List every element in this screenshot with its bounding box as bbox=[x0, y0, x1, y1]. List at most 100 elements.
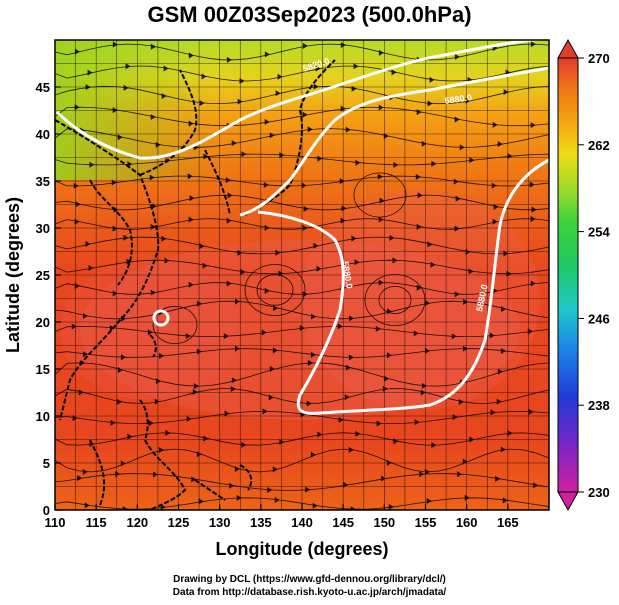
streamline-arrow bbox=[83, 312, 89, 319]
streamline-arrow bbox=[161, 235, 167, 242]
streamline-arrow bbox=[275, 90, 281, 97]
streamline-arrow bbox=[307, 126, 313, 133]
streamline-arrow bbox=[150, 114, 156, 121]
credit-line-2: Data from http://database.rish.kyoto-u.a… bbox=[172, 587, 447, 598]
streamline-arrow bbox=[463, 298, 469, 305]
streamline-arrow bbox=[317, 155, 323, 162]
streamline-arrow bbox=[527, 328, 533, 335]
streamline-arrow bbox=[389, 234, 395, 241]
streamline-arrow bbox=[391, 69, 397, 76]
streamline-arrow bbox=[74, 218, 80, 225]
streamline-arrow bbox=[239, 78, 245, 85]
streamline-arrow bbox=[223, 333, 229, 340]
streamline-arrow bbox=[500, 446, 506, 453]
streamline-arrow bbox=[122, 506, 128, 510]
streamline-arrow bbox=[492, 287, 498, 294]
streamline-arrow bbox=[149, 174, 155, 181]
streamline-arrow bbox=[187, 173, 193, 180]
streamline-arrow bbox=[110, 419, 116, 426]
streamline bbox=[55, 448, 549, 473]
streamline bbox=[55, 348, 549, 358]
streamline bbox=[55, 325, 549, 338]
streamline-arrow bbox=[303, 205, 309, 212]
colorbar-bottom-arrow bbox=[557, 491, 579, 512]
streamline-arrow bbox=[313, 83, 319, 90]
streamline-arrow bbox=[84, 502, 90, 509]
credits: Drawing by DCL (https://www.gfd-dennou.o… bbox=[0, 573, 619, 599]
streamline-arrow bbox=[424, 468, 430, 475]
streamline-arrow bbox=[454, 116, 460, 123]
streamline-arrow bbox=[158, 447, 164, 454]
streamline-arrow bbox=[312, 502, 318, 509]
streamline-arrow bbox=[160, 504, 166, 510]
circulation-loop bbox=[152, 305, 198, 345]
streamline-arrow bbox=[424, 347, 430, 354]
streamline-arrow bbox=[392, 257, 398, 264]
streamline-arrow bbox=[234, 345, 240, 352]
streamline-arrow bbox=[317, 431, 323, 438]
streamline-arrow bbox=[85, 240, 91, 247]
streamline-arrow bbox=[264, 287, 270, 294]
y-tick-label: 45 bbox=[36, 80, 50, 95]
streamline-arrow bbox=[454, 53, 460, 60]
streamline-arrow bbox=[123, 84, 129, 91]
streamline-arrow bbox=[381, 475, 387, 482]
colorbar-tick-label: 246 bbox=[588, 311, 610, 326]
y-tick-label: 25 bbox=[36, 268, 50, 283]
streamline-arrow bbox=[120, 354, 126, 361]
streamline-arrow bbox=[196, 348, 202, 355]
streamline-arrow bbox=[226, 280, 232, 287]
streamline bbox=[55, 175, 549, 187]
streamline-arrow bbox=[469, 157, 475, 164]
streamline-arrow bbox=[155, 141, 161, 148]
contour-label-3: 5880.0 bbox=[340, 261, 355, 290]
streamline-arrow bbox=[338, 416, 344, 423]
streamline-arrow bbox=[126, 258, 132, 265]
streamline-arrow bbox=[528, 408, 534, 415]
grid bbox=[55, 40, 549, 510]
streamline-arrow bbox=[462, 345, 468, 352]
streamline-arrow bbox=[387, 308, 393, 315]
streamline-arrow bbox=[148, 420, 154, 427]
streamline-arrow bbox=[454, 225, 460, 232]
coastlines bbox=[54, 59, 336, 511]
streamline-arrow bbox=[315, 65, 321, 72]
streamline-arrow bbox=[416, 284, 422, 291]
streamline-arrow bbox=[163, 65, 169, 72]
streamline-arrow bbox=[127, 433, 133, 440]
streamline-arrow bbox=[264, 118, 270, 125]
streamline-arrow bbox=[185, 333, 191, 340]
streamline-arrow bbox=[117, 367, 123, 374]
streamline-arrow bbox=[350, 506, 356, 510]
colorbar-tick-label: 230 bbox=[588, 485, 610, 500]
streamline-arrow bbox=[82, 468, 88, 475]
streamline-arrow bbox=[429, 76, 435, 83]
streamline-arrow bbox=[165, 429, 171, 436]
streamline-arrow bbox=[393, 161, 399, 168]
streamline-arrow bbox=[490, 409, 496, 416]
streamline-arrow bbox=[421, 382, 427, 389]
streamline-arrow bbox=[235, 298, 241, 305]
streamline-arrow bbox=[353, 63, 359, 70]
streamline-arrow bbox=[188, 281, 194, 288]
streamline-arrow bbox=[301, 182, 307, 189]
streamline-arrow bbox=[224, 410, 230, 417]
streamline-arrow bbox=[193, 383, 199, 390]
streamline-arrow bbox=[495, 475, 501, 482]
streamline-arrow bbox=[112, 107, 118, 114]
streamline-arrow bbox=[125, 63, 131, 70]
streamline-arrow bbox=[241, 441, 247, 448]
colorbar-tick-label: 238 bbox=[588, 398, 610, 413]
streamline-arrow bbox=[507, 430, 513, 437]
streamline-arrow bbox=[459, 144, 465, 151]
streamline-arrow bbox=[457, 471, 463, 478]
y-tick-label: 20 bbox=[36, 315, 50, 330]
streamline-arrow bbox=[279, 439, 285, 446]
circulation-loop bbox=[353, 172, 407, 218]
y-axis-ticks: 0 5 10 15 20 25 30 35 40 45 bbox=[36, 80, 61, 518]
streamline-arrow bbox=[154, 398, 160, 405]
geopotential-contours bbox=[55, 36, 550, 415]
streamline-arrow bbox=[150, 289, 156, 296]
streamline-arrow bbox=[310, 451, 316, 458]
